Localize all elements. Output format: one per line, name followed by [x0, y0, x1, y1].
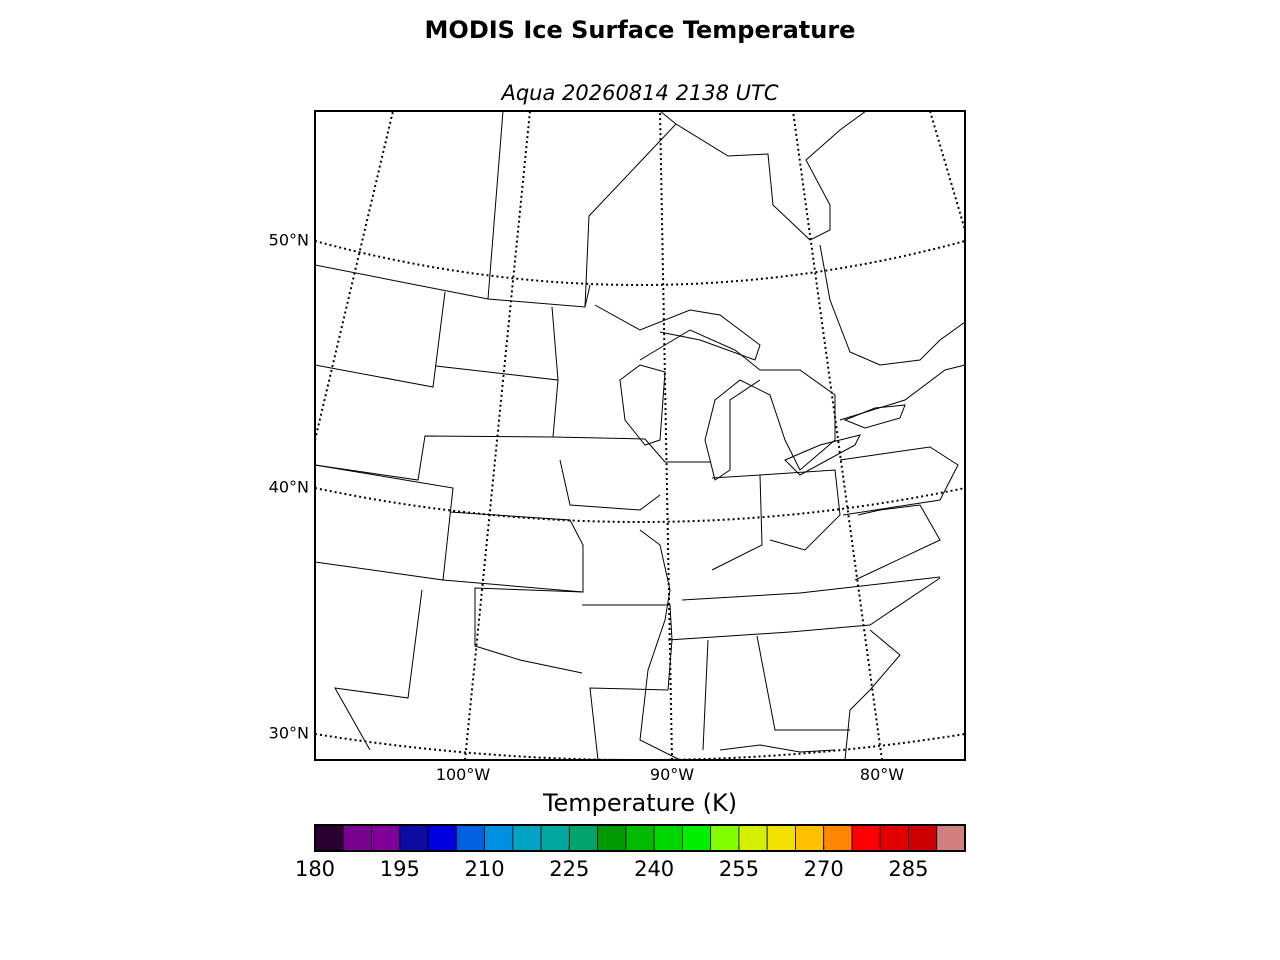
- boundaries: [315, 111, 965, 760]
- title: MODIS Ice Surface Temperature: [425, 16, 856, 44]
- colorbar-label: Temperature (K): [542, 789, 737, 817]
- colorbar-segment: [371, 824, 401, 852]
- colorbar-segment: [681, 824, 712, 852]
- colorbar-tick-label: 270: [804, 857, 844, 881]
- colorbar-tick-label: 225: [549, 857, 589, 881]
- subtitle: Aqua 20260814 2138 UTC: [499, 81, 778, 105]
- colorbar-tick-label: 255: [719, 857, 759, 881]
- lon-label: 90°W: [650, 765, 694, 784]
- lat-label: 40°N: [269, 478, 309, 497]
- lat-label: 50°N: [269, 231, 309, 250]
- colorbar-segment: [512, 824, 542, 852]
- colorbar: 180 195 210 225 240 255 270 285: [295, 824, 966, 881]
- colorbar-frame: [314, 824, 966, 852]
- colorbar-segment: [851, 824, 881, 852]
- colorbar-segment: [314, 824, 344, 852]
- colorbar-segment: [455, 824, 485, 852]
- colorbar-tick-label: 240: [634, 857, 674, 881]
- map-frame: [314, 110, 966, 761]
- colorbar-segment: [795, 824, 825, 852]
- colorbar-segment: [879, 824, 909, 852]
- colorbar-segment: [427, 824, 457, 852]
- colorbar-segment: [625, 824, 655, 852]
- colorbar-tick-label: 210: [465, 857, 505, 881]
- colorbar-segment: [597, 824, 627, 852]
- colorbar-tick-label: 180: [295, 857, 335, 881]
- colorbar-tick-label: 285: [888, 857, 928, 881]
- colorbar-segment: [766, 824, 796, 852]
- lat-label: 30°N: [269, 724, 309, 743]
- colorbar-segment: [710, 824, 740, 852]
- colorbar-segment: [823, 824, 853, 852]
- colorbar-segment: [484, 824, 514, 852]
- colorbar-segment: [936, 824, 966, 852]
- colorbar-segment: [653, 824, 683, 852]
- colorbar-segment: [568, 824, 599, 852]
- colorbar-segment: [738, 824, 768, 852]
- colorbar-segment: [908, 824, 938, 852]
- lon-label: 100°W: [436, 765, 491, 784]
- colorbar-segment: [540, 824, 570, 852]
- lon-label: 80°W: [860, 765, 904, 784]
- colorbar-tick-label: 195: [380, 857, 420, 881]
- map: [315, 111, 965, 760]
- colorbar-segment: [342, 824, 372, 852]
- graticule: [315, 111, 965, 760]
- colorbar-segment: [399, 824, 429, 852]
